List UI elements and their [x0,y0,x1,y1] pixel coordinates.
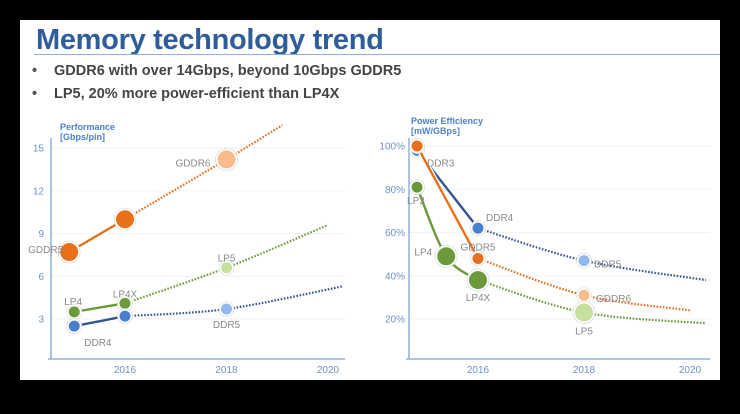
data-point [116,210,134,229]
data-label: GDDR6 [596,294,631,305]
data-point [119,297,131,309]
x-tick-label: 2016 [467,365,490,376]
data-point [578,289,590,301]
data-point [472,222,484,234]
y-tick-label: 9 [38,229,44,240]
projection-line [477,227,707,282]
y-tick-label: 20% [385,315,405,326]
y-tick-label: 6 [38,272,44,283]
projection-line [124,124,283,221]
title-divider [34,54,720,55]
data-point [575,303,593,322]
y-axis-title: [mW/GBps] [411,126,460,136]
data-point [119,310,131,322]
projection-line [124,285,344,318]
slide-title: Memory technology trend [36,24,384,56]
data-point [472,252,484,264]
y-axis-title: [Gbps/pin] [60,132,105,142]
bullet-item: • GDDR6 with over 14Gbps, beyond 10Gbps G… [32,60,401,83]
data-label: LP4X [466,293,491,304]
data-label: DDR3 [427,158,455,169]
data-label: GDDR5 [460,242,495,253]
data-label: LP4 [64,297,82,308]
bullet-item: • LP5, 20% more power-efficient than LP4X [32,83,401,106]
data-label: DDR4 [486,213,514,224]
data-point [469,271,487,290]
bullet-icon: • [32,86,38,102]
x-tick-label: 2016 [114,365,137,376]
bullet-list: • GDDR6 with over 14Gbps, beyond 10Gbps G… [32,60,401,106]
data-label: LP5 [575,327,593,338]
y-tick-label: 3 [38,315,44,326]
slide: Memory technology trend • GDDR6 with over… [20,20,720,380]
data-point [437,247,456,266]
data-label: DDR4 [84,338,112,349]
bullet-text: GDDR6 with over 14Gbps, beyond 10Gbps GD… [54,63,402,79]
y-tick-label: 60% [385,228,405,239]
power-efficiency-chart: 20% 40% 60% 80% 100% 2016 2018 2020 Power Effici… [379,116,710,376]
projection-line [477,279,706,325]
performance-chart: 3 6 9 12 15 2016 2018 2020 Performance[Gbps/pin]… [28,122,345,376]
x-tick-label: 2018 [573,365,596,376]
data-label: DDR5 [594,260,622,271]
data-point [217,150,236,169]
data-label: LP3 [407,196,425,207]
y-tick-label: 80% [385,185,405,196]
x-tick-label: 2020 [317,365,340,376]
bullet-text: LP5, 20% more power-efficient than LP4X [54,86,340,102]
data-point [221,303,232,315]
y-tick-label: 15 [33,144,45,155]
y-axis-title: Performance [60,122,115,132]
x-tick-label: 2020 [679,365,702,376]
data-label: DDR5 [213,320,241,331]
data-point [60,243,79,262]
data-point [68,320,80,332]
x-tick-label: 2018 [215,365,238,376]
data-label: LP4 [414,247,432,258]
data-label: LP4X [113,289,138,300]
series-line [415,145,480,260]
data-label: GDDR5 [28,245,63,256]
data-point [221,262,232,274]
y-tick-label: 12 [33,186,45,197]
y-axis-title: Power Efficiency [411,116,483,126]
data-point [411,181,423,193]
data-point [68,306,80,318]
data-label: GDDR6 [175,158,210,169]
data-point [411,140,423,152]
data-point [578,255,590,267]
projection-line [124,223,329,305]
data-label: LP5 [218,254,236,265]
y-tick-label: 40% [385,271,405,282]
bullet-icon: • [32,63,38,79]
y-tick-label: 100% [379,142,405,153]
